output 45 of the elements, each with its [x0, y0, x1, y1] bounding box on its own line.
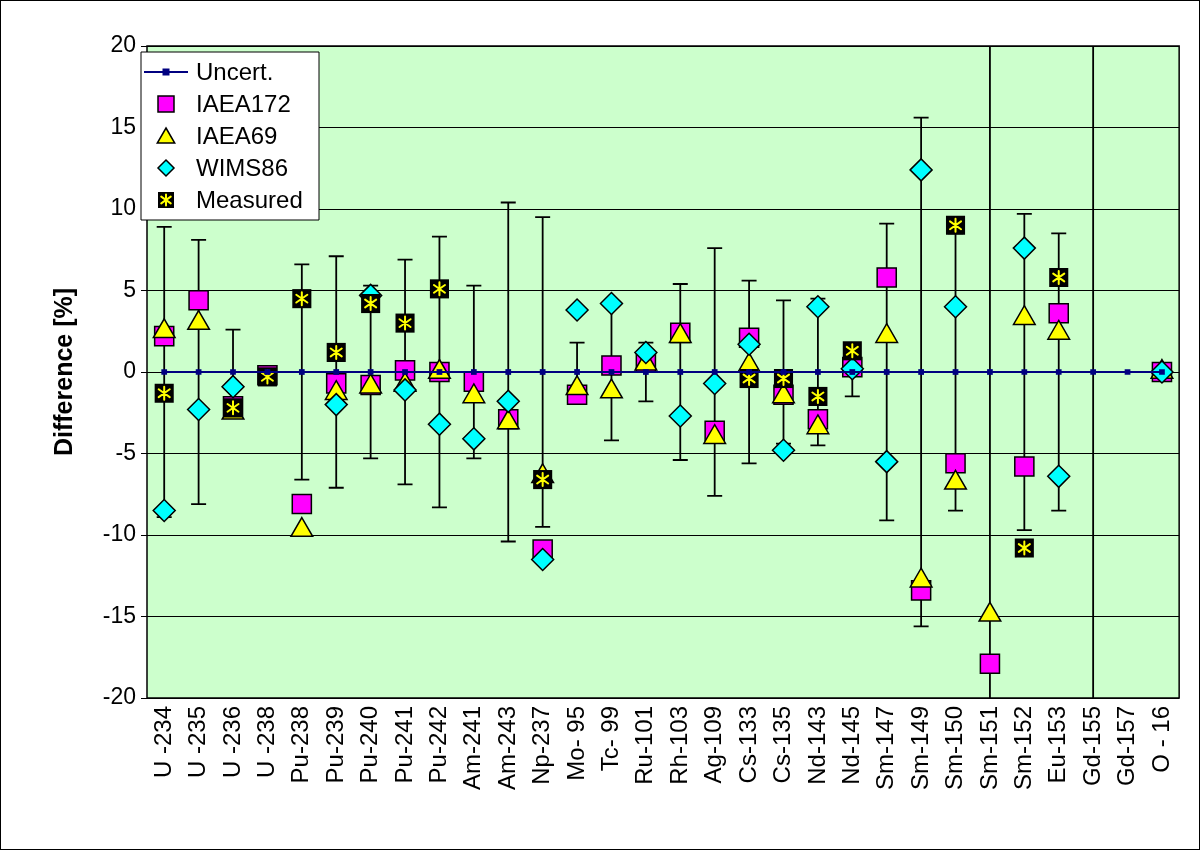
y-axis-title: Difference [%]: [48, 287, 77, 457]
y-tick-label: -10: [102, 520, 136, 547]
x-tick-label: Eu-153: [1043, 706, 1071, 784]
x-tick-label: Am-243: [492, 706, 520, 791]
y-tick-label: 0: [123, 357, 136, 384]
x-tick-label: Rh-103: [664, 706, 692, 785]
x-tick-label: Sm-147: [871, 706, 899, 791]
x-tick-label: Pu-241: [389, 706, 417, 784]
x-tick-label: U -235: [183, 706, 211, 779]
x-tick-label: Mo- 95: [561, 706, 589, 781]
x-tick-label: Cs-135: [768, 706, 796, 784]
y-tick-label: -15: [102, 601, 136, 628]
x-tick-label: Nd-143: [802, 706, 830, 785]
x-tick-label: Sm-150: [940, 706, 968, 791]
x-tick-label: Pu-238: [286, 706, 314, 784]
x-tick-label: Ru-101: [630, 706, 658, 785]
legend-label: WIMS86: [196, 153, 289, 181]
x-tick-label: Sm-149: [905, 706, 933, 791]
legend-label: IAEA69: [196, 121, 278, 149]
x-tick-label: U -236: [217, 706, 245, 779]
x-tick-label: O - 16: [1146, 706, 1174, 773]
y-tick-label: 15: [110, 112, 136, 139]
x-tick-label: Nd-145: [836, 706, 864, 785]
x-tick-label: Np-237: [527, 706, 555, 785]
legend-label: Measured: [196, 185, 303, 213]
x-tick-label: Sm-151: [974, 706, 1002, 791]
x-tick-label: Gd-155: [1077, 706, 1105, 787]
legend-label: IAEA172: [196, 89, 291, 117]
x-tick-label: U -234: [148, 706, 176, 779]
x-tick-label: Cs-133: [733, 706, 761, 784]
x-tick-label: Am-241: [458, 706, 486, 791]
x-tick-label: Ag-109: [699, 706, 727, 784]
y-tick-label: 5: [123, 275, 136, 302]
y-tick-label: 20: [110, 31, 136, 58]
x-tick-label: U -238: [252, 706, 280, 779]
x-tick-label: Sm-152: [1008, 706, 1036, 791]
x-tick-label: Gd-157: [1112, 706, 1140, 787]
x-tick-label: Pu-242: [424, 706, 452, 784]
legend-label: Uncert.: [196, 57, 274, 85]
x-tick-label: Tc- 99: [596, 706, 624, 772]
y-tick-label: -5: [115, 438, 136, 465]
x-tick-label: Pu-240: [355, 706, 383, 784]
y-tick-label: 10: [110, 194, 136, 221]
y-tick-label: -20: [102, 683, 136, 710]
x-tick-label: Pu-239: [320, 706, 348, 784]
